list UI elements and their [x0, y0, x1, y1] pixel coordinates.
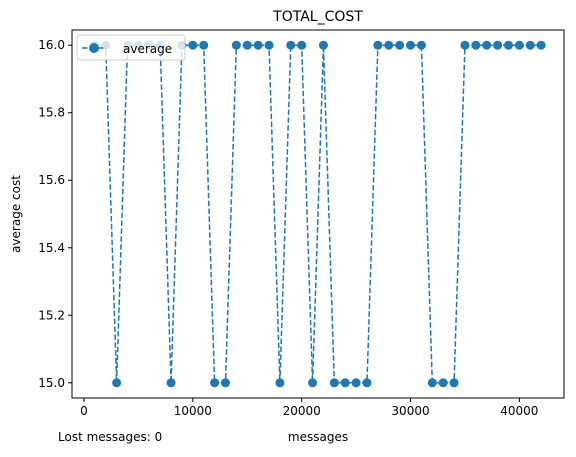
data-point — [460, 40, 470, 50]
data-point — [220, 378, 230, 388]
x-tick-label: 30000 — [391, 404, 429, 418]
legend: average — [76, 34, 186, 61]
data-point — [416, 40, 426, 50]
y-tick-label: 15.6 — [38, 173, 65, 187]
data-point — [427, 378, 437, 388]
y-tick-label: 15.2 — [38, 308, 65, 322]
data-point — [438, 378, 448, 388]
data-point — [525, 40, 535, 50]
chart-title: TOTAL_COST — [272, 9, 363, 25]
legend-frame — [76, 34, 186, 61]
data-point — [482, 40, 492, 50]
data-point — [242, 40, 252, 50]
data-point — [471, 40, 481, 50]
data-point — [373, 40, 383, 50]
data-point — [308, 378, 318, 388]
data-point — [362, 378, 372, 388]
data-point — [536, 40, 546, 50]
data-point — [297, 40, 307, 50]
y-tick-label: 15.8 — [38, 106, 65, 120]
data-point — [340, 378, 350, 388]
data-point — [199, 40, 209, 50]
y-axis-label: average cost — [9, 175, 23, 253]
legend-label: average — [123, 42, 172, 56]
axes-frame — [71, 29, 565, 399]
data-point — [406, 40, 416, 50]
data-point — [449, 378, 459, 388]
data-point — [384, 40, 394, 50]
x-tick-label: 0 — [80, 404, 88, 418]
data-point — [112, 378, 122, 388]
legend-marker-swatch — [89, 43, 99, 53]
lost-messages-note: Lost messages: 0 — [58, 430, 163, 444]
data-point — [503, 40, 513, 50]
data-point — [318, 40, 328, 50]
data-point — [514, 40, 524, 50]
y-tick-label: 15.0 — [38, 376, 65, 390]
data-point — [188, 40, 198, 50]
data-point — [286, 40, 296, 50]
x-tick-label: 10000 — [174, 404, 212, 418]
data-point — [166, 378, 176, 388]
data-point — [264, 40, 274, 50]
y-tick-label: 16.0 — [38, 38, 65, 52]
data-point — [329, 378, 339, 388]
data-point — [493, 40, 503, 50]
data-point — [210, 378, 220, 388]
data-point — [275, 378, 285, 388]
data-point — [395, 40, 405, 50]
x-axis-label: messages — [288, 430, 348, 444]
data-point — [231, 40, 241, 50]
data-point — [351, 378, 361, 388]
x-tick-label: 40000 — [500, 404, 538, 418]
axes-layer: 0 10000 20000 30000 40000 15.0 15.2 15.4 15.6 15.… — [38, 29, 565, 418]
data-point — [253, 40, 263, 50]
y-tick-label: 15.4 — [38, 241, 65, 255]
x-tick-label: 20000 — [283, 404, 321, 418]
